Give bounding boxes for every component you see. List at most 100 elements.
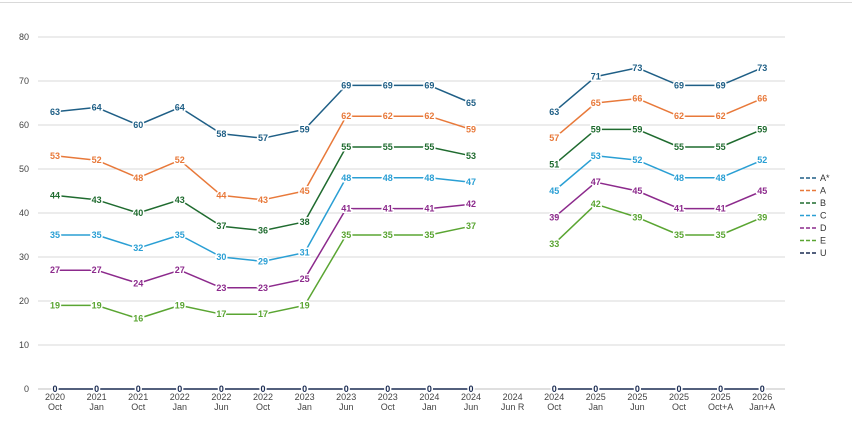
data-label: 24	[133, 278, 143, 288]
data-label: 63	[549, 107, 559, 117]
data-label: 53	[50, 151, 60, 161]
x-tick-label: 2024 Jun R	[501, 392, 525, 412]
data-label: 73	[757, 63, 767, 73]
x-tick-label: 2025 Jun	[627, 392, 647, 412]
data-label: 38	[300, 217, 310, 227]
x-tick-label: 2021 Oct	[128, 392, 148, 412]
series-line-A*	[553, 67, 763, 113]
data-label: 16	[133, 314, 143, 324]
data-label: 41	[674, 204, 684, 214]
data-label: 48	[716, 173, 726, 183]
x-tick-label: 2024 Oct	[544, 392, 564, 412]
data-label: 29	[258, 256, 268, 266]
data-label: 39	[549, 212, 559, 222]
data-label: 42	[466, 199, 476, 209]
data-label: 0	[635, 384, 640, 394]
data-label: 0	[302, 384, 307, 394]
data-label: 25	[300, 274, 310, 284]
data-label: 27	[175, 265, 185, 275]
data-label: 69	[383, 80, 393, 90]
data-label: 0	[136, 384, 141, 394]
data-label: 44	[50, 190, 60, 200]
data-label: 45	[632, 186, 642, 196]
data-label: 32	[133, 243, 143, 253]
data-label: 41	[383, 204, 393, 214]
data-label: 65	[466, 98, 476, 108]
data-label: 52	[175, 155, 185, 165]
data-label: 43	[92, 195, 102, 205]
x-tick-label: 2021 Jan	[87, 392, 107, 412]
data-label: 55	[341, 142, 351, 152]
data-label: 52	[92, 155, 102, 165]
data-label: 41	[341, 204, 351, 214]
data-label: 55	[674, 142, 684, 152]
data-label: 41	[716, 204, 726, 214]
data-label: 35	[92, 230, 102, 240]
data-label: 59	[466, 124, 476, 134]
series-line-D	[553, 181, 763, 218]
x-tick-label: 2025 Oct+A	[708, 392, 733, 412]
series-line-B	[553, 128, 763, 166]
data-label: 19	[175, 300, 185, 310]
x-tick-label: 2020 Oct	[45, 392, 65, 412]
data-label: 31	[300, 248, 310, 258]
data-label: 62	[341, 111, 351, 121]
data-label: 35	[175, 230, 185, 240]
y-tick-label: 30	[19, 252, 29, 262]
data-label: 59	[591, 124, 601, 134]
data-label: 35	[716, 230, 726, 240]
data-label: 0	[177, 384, 182, 394]
x-tick-label: 2023 Jun	[336, 392, 356, 412]
data-label: 62	[716, 111, 726, 121]
data-label: 45	[757, 186, 767, 196]
data-label: 65	[591, 98, 601, 108]
x-tick-label: 2022 Jun	[211, 392, 231, 412]
data-label: 66	[757, 94, 767, 104]
data-label: 17	[216, 309, 226, 319]
data-label: 57	[549, 133, 559, 143]
series-line-B	[54, 146, 472, 232]
data-label: 19	[50, 300, 60, 310]
series-line-D	[55, 203, 472, 289]
x-tick-label: 2025 Jan	[586, 392, 606, 412]
data-label: 30	[216, 252, 226, 262]
y-tick-label: 80	[19, 32, 29, 42]
legend-label-B: B	[820, 198, 826, 208]
data-label: 0	[552, 384, 557, 394]
data-label: 69	[341, 80, 351, 90]
data-label: 37	[466, 221, 476, 231]
data-label: 36	[258, 226, 268, 236]
data-label: 59	[632, 124, 642, 134]
y-tick-label: 60	[19, 120, 29, 130]
data-label: 48	[424, 173, 434, 183]
data-label: 0	[468, 384, 473, 394]
data-label: 0	[219, 384, 224, 394]
data-label: 55	[716, 142, 726, 152]
data-label: 43	[258, 195, 268, 205]
x-tick-label: 2024 Jan	[419, 392, 439, 412]
data-label: 0	[385, 384, 390, 394]
data-label: 57	[258, 133, 268, 143]
data-label: 0	[676, 384, 681, 394]
data-label: 51	[549, 160, 559, 170]
data-label: 48	[341, 173, 351, 183]
data-label: 48	[383, 173, 393, 183]
data-label: 40	[133, 208, 143, 218]
data-label: 0	[593, 384, 598, 394]
data-label: 0	[344, 384, 349, 394]
data-label: 62	[674, 111, 684, 121]
data-label: 47	[591, 177, 601, 187]
data-label: 35	[674, 230, 684, 240]
x-tick-label: 2023 Jan	[295, 392, 315, 412]
data-label: 69	[674, 80, 684, 90]
data-label: 59	[757, 124, 767, 134]
data-label: 64	[175, 102, 185, 112]
data-label: 63	[50, 107, 60, 117]
legend-label-E: E	[820, 236, 826, 246]
data-label: 35	[50, 230, 60, 240]
x-tick-label: 2023 Oct	[378, 392, 398, 412]
data-label: 35	[424, 230, 434, 240]
data-label: 0	[52, 384, 57, 394]
x-tick-label: 2022 Oct	[253, 392, 273, 412]
series-line-A	[553, 97, 763, 139]
